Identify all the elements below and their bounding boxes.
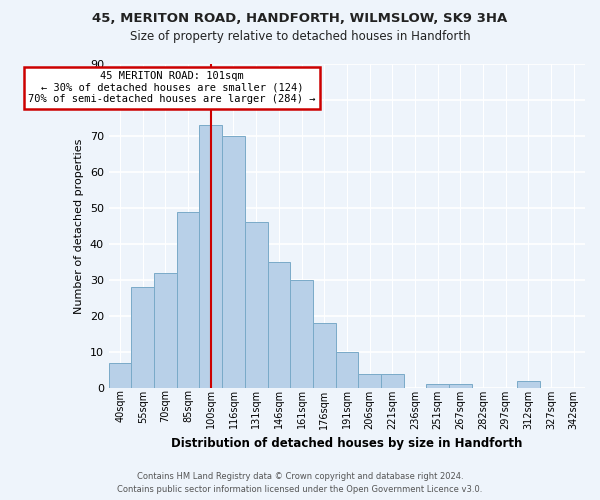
Y-axis label: Number of detached properties: Number of detached properties (74, 138, 84, 314)
Bar (290, 280, 313, 388)
Bar (517, 380, 539, 388)
Text: 45 MERITON ROAD: 101sqm
← 30% of detached houses are smaller (124)
70% of semi-d: 45 MERITON ROAD: 101sqm ← 30% of detache… (29, 71, 316, 104)
Bar (268, 262, 290, 388)
Bar (222, 136, 245, 388)
Bar (426, 384, 449, 388)
Text: 45, MERITON ROAD, HANDFORTH, WILMSLOW, SK9 3HA: 45, MERITON ROAD, HANDFORTH, WILMSLOW, S… (92, 12, 508, 26)
Bar (245, 222, 268, 388)
Bar (154, 272, 177, 388)
Bar (449, 384, 472, 388)
Bar (109, 362, 131, 388)
Bar (313, 323, 335, 388)
Bar (335, 352, 358, 388)
Bar (199, 125, 222, 388)
Text: Size of property relative to detached houses in Handforth: Size of property relative to detached ho… (130, 30, 470, 43)
Text: Contains HM Land Registry data © Crown copyright and database right 2024.
Contai: Contains HM Land Registry data © Crown c… (118, 472, 482, 494)
X-axis label: Distribution of detached houses by size in Handforth: Distribution of detached houses by size … (171, 437, 523, 450)
Bar (131, 287, 154, 388)
Bar (381, 374, 404, 388)
Bar (177, 212, 199, 388)
Bar (358, 374, 381, 388)
